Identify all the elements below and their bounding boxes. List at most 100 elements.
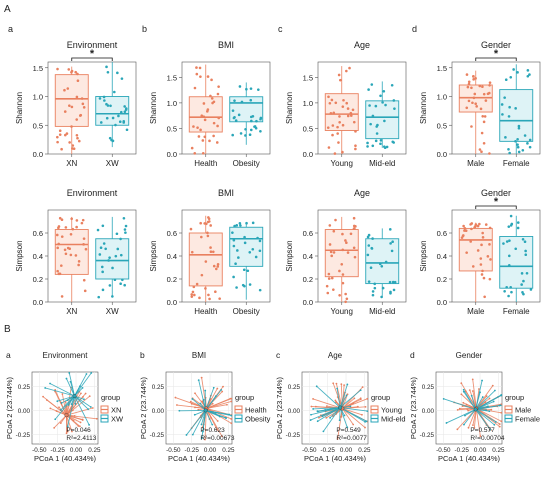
data-point xyxy=(338,115,341,118)
data-point xyxy=(523,134,527,137)
data-point xyxy=(526,69,530,72)
sample-point xyxy=(364,426,366,429)
data-point xyxy=(123,105,126,108)
y-tick-label: 1.0 xyxy=(303,99,313,108)
data-point xyxy=(349,111,353,115)
legend-label: XW xyxy=(111,415,124,424)
data-point xyxy=(198,66,202,70)
data-point xyxy=(68,104,71,107)
data-point xyxy=(64,252,68,256)
data-point xyxy=(100,265,104,269)
data-point xyxy=(351,108,355,112)
sample-point xyxy=(310,405,313,408)
data-point xyxy=(509,286,513,289)
x-tick-label: XN xyxy=(66,307,77,316)
sample-point xyxy=(199,402,202,405)
data-point xyxy=(237,256,240,259)
data-point xyxy=(233,115,236,119)
data-point xyxy=(108,256,111,259)
data-point xyxy=(250,119,253,123)
data-point xyxy=(71,144,75,147)
sample-point xyxy=(338,419,341,422)
sample-point xyxy=(67,404,70,406)
data-point xyxy=(70,71,73,74)
data-point xyxy=(123,228,127,231)
data-point xyxy=(75,219,79,222)
data-point xyxy=(391,280,395,284)
data-point xyxy=(476,249,480,252)
sample-point xyxy=(498,425,501,428)
data-point xyxy=(209,94,212,98)
data-point xyxy=(352,216,356,220)
data-point xyxy=(345,69,348,73)
spider-line xyxy=(176,404,207,409)
data-point xyxy=(482,276,486,280)
data-point xyxy=(483,115,487,118)
spider-line xyxy=(339,407,366,423)
stat-r2: R²=0.00673 xyxy=(200,435,235,442)
data-point xyxy=(348,66,351,70)
data-point xyxy=(344,239,347,242)
data-point xyxy=(108,284,112,287)
data-point xyxy=(245,221,248,225)
spider-line xyxy=(342,408,366,428)
data-point xyxy=(108,136,112,140)
data-point xyxy=(240,100,244,104)
data-point xyxy=(105,65,108,69)
sample-point xyxy=(69,380,72,383)
spider-line xyxy=(74,372,92,397)
x-tick-label: Young xyxy=(331,307,353,316)
legend-label: Female xyxy=(515,415,540,424)
data-point xyxy=(478,84,482,88)
sample-point xyxy=(60,402,63,404)
data-point xyxy=(57,272,61,276)
data-point xyxy=(248,283,252,286)
y-tick-label: 0.5 xyxy=(33,121,43,130)
data-point xyxy=(190,295,194,298)
data-point xyxy=(119,282,122,286)
data-point xyxy=(353,255,357,259)
data-point xyxy=(352,120,356,124)
data-point xyxy=(83,289,87,293)
x-axis-label: PCoA 1 (40.434%) xyxy=(34,454,97,463)
data-point xyxy=(381,286,385,290)
data-point xyxy=(366,253,370,257)
sample-point xyxy=(80,392,82,395)
data-point xyxy=(244,134,247,137)
y-axis-label: PCoA 2 (23.744%) xyxy=(275,376,284,439)
data-point xyxy=(338,293,341,297)
panel-letter: b xyxy=(140,350,145,360)
significance-star: * xyxy=(494,48,499,60)
sample-point xyxy=(61,393,64,395)
data-point xyxy=(516,143,519,146)
data-point xyxy=(472,96,476,100)
x-tick-label: Health xyxy=(194,159,217,168)
sample-point xyxy=(58,406,60,409)
y-tick-label: 1.0 xyxy=(437,93,447,102)
data-point xyxy=(80,221,84,225)
y-tick-label: 0.2 xyxy=(303,275,313,284)
y-tick-label: 0.0 xyxy=(33,298,43,307)
x-tick-label: -0.50 xyxy=(32,447,47,454)
sample-point xyxy=(82,395,84,398)
x-tick-label: Obesity xyxy=(233,307,260,316)
data-point xyxy=(482,92,486,96)
x-tick-label: 0.25 xyxy=(88,447,101,454)
spider-line xyxy=(317,407,341,412)
y-axis-label: Simpson xyxy=(285,240,294,271)
data-point xyxy=(331,133,334,137)
data-point xyxy=(70,105,74,109)
sample-point xyxy=(174,396,177,399)
data-point xyxy=(203,135,207,139)
sample-point xyxy=(225,417,227,420)
x-tick-label: Female xyxy=(503,307,530,316)
data-point xyxy=(329,111,333,115)
data-point xyxy=(238,222,242,225)
y-tick-label: 0.00 xyxy=(152,408,165,415)
data-point xyxy=(480,150,483,153)
sample-point xyxy=(359,389,362,392)
data-point xyxy=(488,83,491,87)
data-point xyxy=(258,249,262,253)
data-point xyxy=(367,88,370,91)
sample-point xyxy=(185,434,188,436)
